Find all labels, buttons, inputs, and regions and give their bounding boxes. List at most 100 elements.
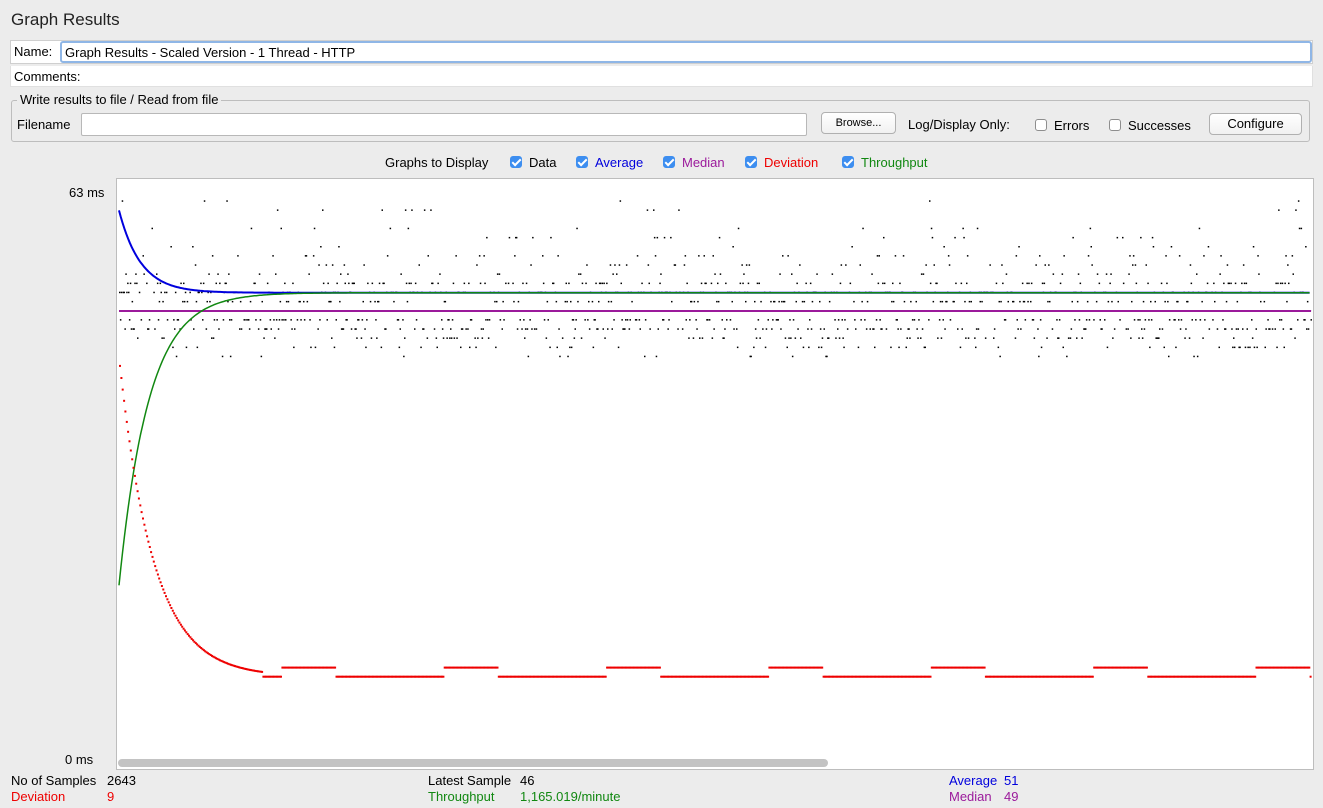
deviation-point [978,666,981,669]
data-point [125,273,127,275]
data-point [668,319,670,321]
deviation-point [1282,666,1285,669]
data-point [533,328,536,330]
data-point [809,319,811,321]
median-stat-label: Median [949,789,992,804]
data-point [396,319,399,321]
data-point [690,300,693,303]
deviation-point [228,663,231,666]
deviation-point [397,675,400,678]
data-point [275,319,278,321]
data-point [825,355,827,358]
deviation-point [795,666,798,669]
data-point [880,328,882,330]
deviation-point [941,666,944,669]
successes-checkbox[interactable] [1109,119,1121,131]
deviation-point [1175,675,1178,678]
deviation-point [967,666,970,669]
deviation-point [934,666,937,669]
data-point [1164,300,1166,303]
name-input[interactable] [60,41,1312,63]
deviation-point [1182,675,1185,678]
data-point [1275,282,1277,285]
data-point [1279,319,1281,321]
data-point [1180,319,1183,321]
data-checkbox[interactable] [510,156,522,168]
deviation-point [399,675,402,678]
data-point [1059,282,1062,285]
data-point [159,282,162,285]
data-point [299,300,301,303]
deviation-point [431,675,434,678]
data-point [873,328,875,330]
data-point [1023,300,1026,303]
deviation-point [688,675,691,678]
data-point [707,319,709,321]
configure-button[interactable]: Configure [1209,113,1302,135]
data-point [185,346,188,349]
horizontal-scrollbar[interactable] [118,759,828,767]
deviation-point [449,666,452,669]
deviation-point [915,675,918,678]
data-point [803,300,806,303]
data-point [1290,328,1293,330]
data-point [902,255,905,257]
deviation-point [461,666,464,669]
deviation-point [1001,675,1004,678]
data-point [410,282,412,285]
data-point [1276,346,1278,349]
deviation-point [1285,666,1288,669]
data-point [1207,246,1210,248]
data-point [208,273,210,275]
throughput-checkbox[interactable] [842,156,854,168]
deviation-point [945,666,948,669]
deviation-point [468,666,471,669]
data-point [517,300,520,303]
data-point [683,264,686,266]
data-point [532,236,534,239]
deviation-point [1150,675,1152,678]
data-point [929,200,931,202]
deviation-point [834,675,837,678]
data-point [604,337,606,339]
comments-row[interactable]: Comments: [10,66,1313,87]
median-checkbox[interactable] [663,156,675,168]
deviation-point [303,666,305,669]
average-stat-value: 51 [1004,773,1019,788]
deviation-point [1208,675,1211,678]
deviation-point [982,666,985,669]
data-point [173,319,175,321]
average-checkbox[interactable] [576,156,588,168]
data-point [1237,328,1239,330]
data-point [345,319,347,321]
deviation-point [519,675,522,678]
deviation-checkbox[interactable] [745,156,757,168]
deviation-point [1144,666,1147,669]
data-point [279,300,282,303]
deviation-point [913,675,916,678]
data-point [655,355,658,358]
deviation-point [322,666,324,669]
data-point [749,355,751,358]
browse-button[interactable]: Browse... [821,112,896,134]
deviation-label: Deviation [764,155,819,170]
data-point [1087,255,1090,257]
deviation-point [174,614,177,617]
deviation-point [316,666,319,669]
data-point [555,300,558,303]
data-point [482,328,484,330]
data-point [1077,273,1080,275]
data-point [340,273,342,275]
data-point [201,291,203,294]
filename-input[interactable] [81,113,807,136]
deviation-point [1143,666,1146,669]
deviation-point [1185,675,1188,678]
deviation-point [330,666,333,669]
deviation-point [1109,666,1112,669]
errors-checkbox[interactable] [1035,119,1047,131]
data-point [593,319,595,321]
data-point [1112,337,1114,339]
deviation-point [1305,666,1308,669]
data-point [674,264,677,266]
deviation-point [481,666,484,669]
